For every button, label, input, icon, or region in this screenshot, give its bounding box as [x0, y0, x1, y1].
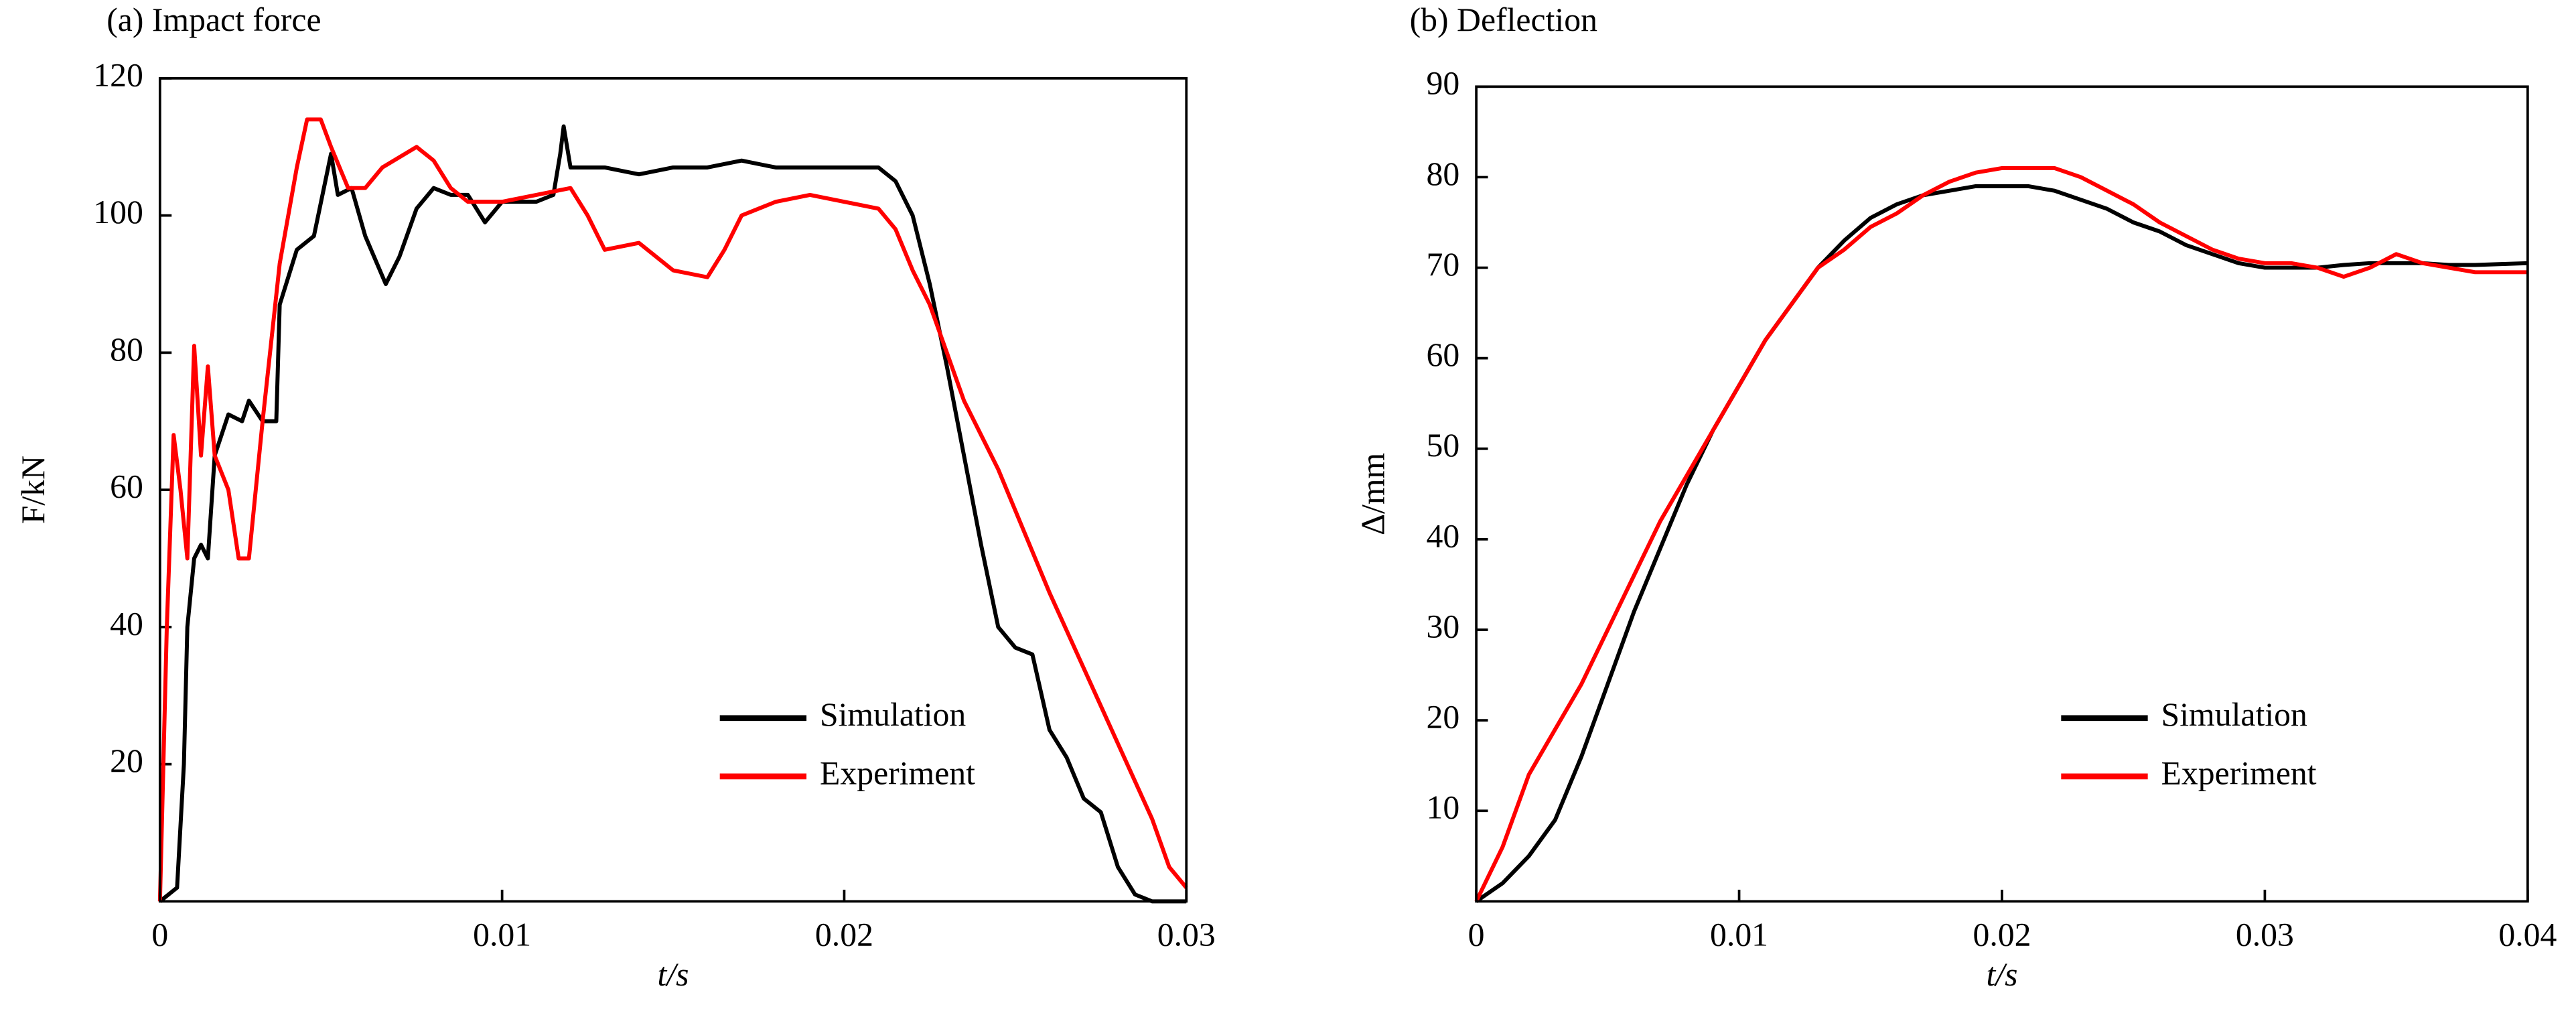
series-line [1475, 184, 2528, 903]
x-tick-label: 0 [151, 917, 168, 953]
legend-label: Experiment [820, 754, 975, 791]
y-tick-label: 70 [1426, 246, 1459, 283]
y-tick-label: 60 [110, 468, 143, 505]
series-line [158, 124, 1187, 904]
y-axis-label: F/kN [15, 456, 52, 524]
x-tick-label: 0.02 [815, 917, 873, 953]
y-axis-label: Δ/mm [1354, 453, 1391, 535]
legend-label: Simulation [820, 696, 966, 733]
y-tick-label: 90 [1426, 65, 1459, 102]
y-tick-label: 50 [1426, 427, 1459, 464]
y-tick-label: 20 [110, 742, 143, 779]
y-tick-label: 30 [1426, 608, 1459, 645]
y-tick-label: 120 [93, 56, 143, 93]
x-tick-label: 0.03 [2236, 917, 2294, 953]
series-line [1474, 165, 2528, 902]
x-tick-label: 0.04 [2498, 917, 2557, 953]
y-tick-label: 40 [1426, 517, 1459, 554]
y-tick-label: 10 [1426, 789, 1459, 826]
legend-label: Experiment [2161, 754, 2317, 791]
x-tick-label: 0.01 [473, 917, 531, 953]
y-tick-label: 80 [1426, 155, 1459, 192]
plot-frame [158, 77, 1188, 903]
y-tick-label: 80 [110, 331, 143, 368]
plot-frame [1475, 85, 2529, 903]
y-tick-label: 100 [93, 194, 143, 230]
y-tick-label: 60 [1426, 336, 1459, 373]
legend-label: Simulation [2161, 696, 2307, 733]
y-tick-label: 20 [1426, 699, 1459, 736]
x-tick-label: 0.03 [1157, 917, 1216, 953]
x-axis-label: t/s [658, 956, 689, 993]
y-tick-label: 40 [110, 605, 143, 642]
series-line [157, 117, 1188, 902]
x-tick-label: 0.01 [1710, 917, 1768, 953]
x-axis-label: t/s [1986, 956, 2017, 993]
x-tick-label: 0 [1468, 917, 1485, 953]
x-tick-label: 0.02 [1973, 917, 2031, 953]
chart-title: (a) Impact force [106, 1, 321, 38]
chart-title: (b) Deflection [1410, 1, 1597, 38]
